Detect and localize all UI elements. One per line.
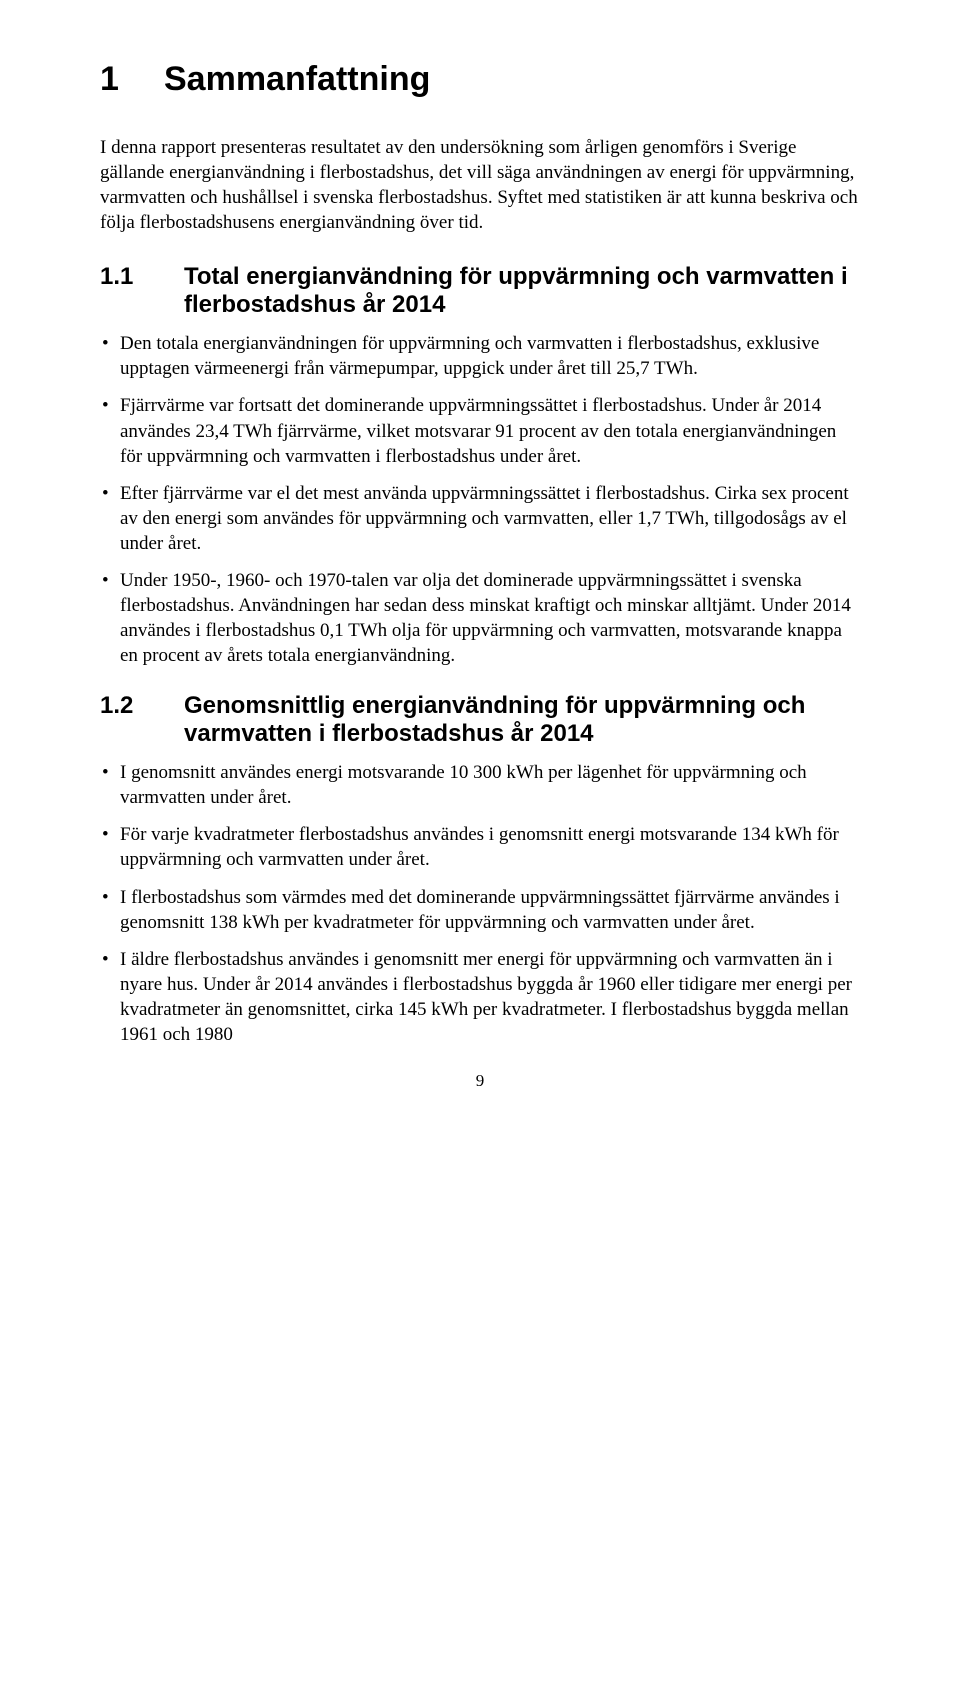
list-item: Under 1950-, 1960- och 1970-talen var ol… <box>100 568 860 668</box>
section-number: 1.1 <box>100 263 184 319</box>
chapter-number: 1 <box>100 60 164 99</box>
section-number: 1.2 <box>100 692 184 748</box>
list-item: I äldre flerbostadshus användes i genoms… <box>100 947 860 1047</box>
list-item: Fjärrvärme var fortsatt det dominerande … <box>100 393 860 468</box>
list-item: Efter fjärrvärme var el det mest använda… <box>100 481 860 556</box>
list-item: Den totala energianvändningen för uppvär… <box>100 331 860 381</box>
bullet-list: I genomsnitt användes energi motsvarande… <box>100 760 860 1047</box>
list-item: För varje kvadratmeter flerbostadshus an… <box>100 822 860 872</box>
bullet-list: Den totala energianvändningen för uppvär… <box>100 331 860 668</box>
chapter-intro-paragraph: I denna rapport presenteras resultatet a… <box>100 135 860 235</box>
section-heading: 1.1 Total energianvändning för uppvärmni… <box>100 263 860 319</box>
section-title: Total energianvändning för uppvärmning o… <box>184 263 860 319</box>
list-item: I flerbostadshus som värmdes med det dom… <box>100 885 860 935</box>
section-heading: 1.2 Genomsnittlig energianvändning för u… <box>100 692 860 748</box>
page-number: 9 <box>100 1071 860 1091</box>
document-page: 1Sammanfattning I denna rapport presente… <box>0 0 960 1131</box>
section-title: Genomsnittlig energianvändning för uppvä… <box>184 692 860 748</box>
chapter-title: Sammanfattning <box>164 60 430 98</box>
list-item: I genomsnitt användes energi motsvarande… <box>100 760 860 810</box>
chapter-heading: 1Sammanfattning <box>100 60 860 99</box>
